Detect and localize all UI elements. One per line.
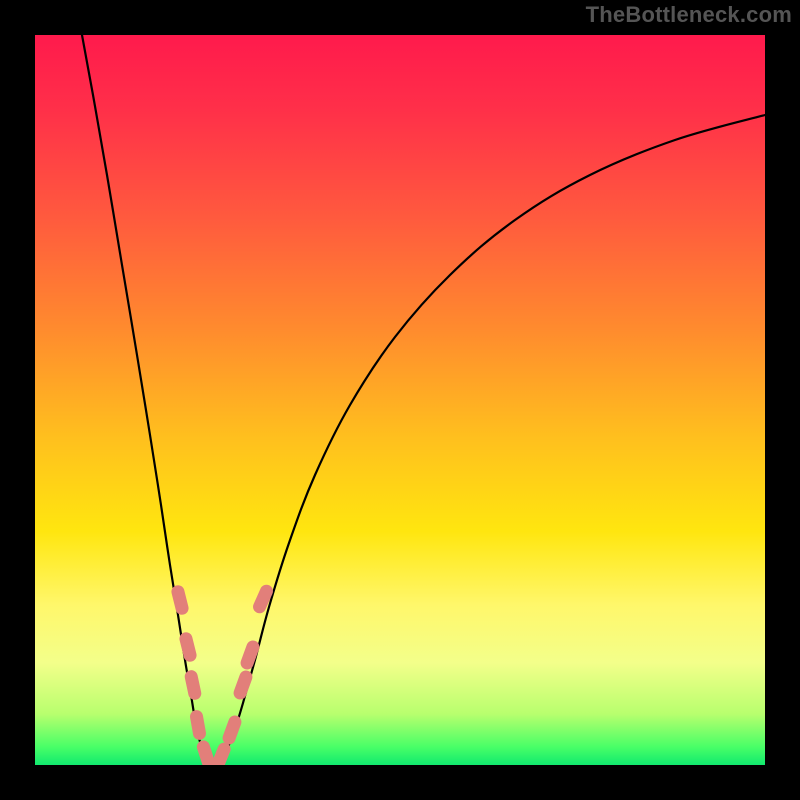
- figure-canvas: TheBottleneck.com: [0, 0, 800, 800]
- plot-area: [35, 35, 765, 765]
- valley-marker: [189, 709, 207, 741]
- valley-marker: [221, 714, 243, 747]
- watermark-text: TheBottleneck.com: [586, 2, 792, 28]
- valley-marker: [170, 584, 190, 616]
- valley-marker: [184, 669, 203, 701]
- valley-marker: [239, 639, 261, 672]
- curve-path: [214, 115, 765, 765]
- valley-marker: [178, 631, 198, 663]
- valley-marker: [232, 669, 254, 702]
- bottleneck-curve: [35, 35, 765, 765]
